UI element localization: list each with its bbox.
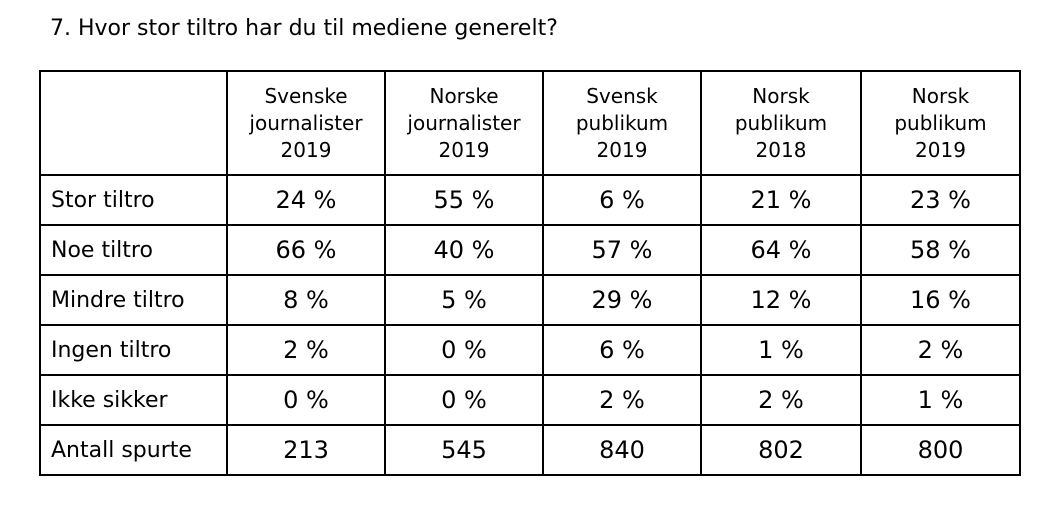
table-row: Antall spurte 213 545 840 802 800 bbox=[39, 424, 1021, 476]
table-cell: 0 % bbox=[384, 324, 544, 376]
row-label: Stor tiltro bbox=[39, 174, 228, 226]
column-header-line: publikum bbox=[575, 110, 669, 135]
column-header-line: publikum bbox=[894, 110, 987, 135]
table-cell: 2 % bbox=[700, 374, 862, 426]
column-header-svensk-publikum-2019: Svensk publikum 2019 bbox=[542, 70, 702, 176]
table-cell: 2 % bbox=[860, 324, 1021, 376]
table-cell: 1 % bbox=[700, 324, 862, 376]
table-cell: 16 % bbox=[860, 274, 1021, 326]
trust-table: Svenske journalister 2019 Norske journal… bbox=[39, 70, 1021, 476]
table-row: Mindre tiltro 8 % 5 % 29 % 12 % 16 % bbox=[39, 274, 1021, 326]
row-label: Noe tiltro bbox=[39, 224, 228, 276]
table-row: Ikke sikker 0 % 0 % 2 % 2 % 1 % bbox=[39, 374, 1021, 426]
header-row: Svenske journalister 2019 Norske journal… bbox=[39, 70, 1021, 176]
table-cell: 8 % bbox=[226, 274, 386, 326]
row-label: Ikke sikker bbox=[39, 374, 228, 426]
row-label: Ingen tiltro bbox=[39, 324, 228, 376]
column-header-line: journalister bbox=[249, 110, 363, 135]
table-cell: 545 bbox=[384, 424, 544, 476]
table-cell: 55 % bbox=[384, 174, 544, 226]
table-cell: 29 % bbox=[542, 274, 702, 326]
column-header-line: Norsk bbox=[752, 83, 810, 108]
table-cell: 6 % bbox=[542, 174, 702, 226]
table-cell: 23 % bbox=[860, 174, 1021, 226]
table-cell: 1 % bbox=[860, 374, 1021, 426]
column-header-line: 2019 bbox=[280, 137, 332, 162]
row-label: Mindre tiltro bbox=[39, 274, 228, 326]
table-cell: 0 % bbox=[226, 374, 386, 426]
table-cell: 12 % bbox=[700, 274, 862, 326]
column-header-line: journalister bbox=[407, 110, 521, 135]
column-header-line: 2018 bbox=[755, 137, 807, 162]
corner-cell bbox=[39, 70, 228, 176]
table-cell: 64 % bbox=[700, 224, 862, 276]
table-cell: 800 bbox=[860, 424, 1021, 476]
column-header-norsk-publikum-2018: Norsk publikum 2018 bbox=[700, 70, 862, 176]
table-cell: 40 % bbox=[384, 224, 544, 276]
column-header-line: 2019 bbox=[438, 137, 490, 162]
table-cell: 213 bbox=[226, 424, 386, 476]
table-cell: 57 % bbox=[542, 224, 702, 276]
table-row: Stor tiltro 24 % 55 % 6 % 21 % 23 % bbox=[39, 174, 1021, 226]
column-header-line: publikum bbox=[734, 110, 828, 135]
column-header-line: Norske bbox=[429, 83, 499, 108]
table-cell: 0 % bbox=[384, 374, 544, 426]
table-cell: 58 % bbox=[860, 224, 1021, 276]
table-row: Noe tiltro 66 % 40 % 57 % 64 % 58 % bbox=[39, 224, 1021, 276]
table-cell: 2 % bbox=[226, 324, 386, 376]
table-cell: 6 % bbox=[542, 324, 702, 376]
table-cell: 5 % bbox=[384, 274, 544, 326]
column-header-norske-journalister-2019: Norske journalister 2019 bbox=[384, 70, 544, 176]
column-header-line: Norsk bbox=[911, 83, 970, 108]
table-cell: 802 bbox=[700, 424, 862, 476]
trust-table-container: Svenske journalister 2019 Norske journal… bbox=[39, 70, 1021, 476]
table-cell: 24 % bbox=[226, 174, 386, 226]
column-header-svenske-journalister-2019: Svenske journalister 2019 bbox=[226, 70, 386, 176]
column-header-line: 2019 bbox=[596, 137, 648, 162]
column-header-line: Svenske bbox=[264, 83, 348, 108]
column-header-line: 2019 bbox=[915, 137, 966, 162]
table-cell: 2 % bbox=[542, 374, 702, 426]
question-title: 7. Hvor stor tiltro har du til mediene g… bbox=[50, 16, 558, 41]
table-cell: 21 % bbox=[700, 174, 862, 226]
column-header-norsk-publikum-2019: Norsk publikum 2019 bbox=[860, 70, 1021, 176]
table-cell: 66 % bbox=[226, 224, 386, 276]
table-row: Ingen tiltro 2 % 0 % 6 % 1 % 2 % bbox=[39, 324, 1021, 376]
row-label: Antall spurte bbox=[39, 424, 228, 476]
column-header-line: Svensk bbox=[586, 83, 658, 108]
table-cell: 840 bbox=[542, 424, 702, 476]
